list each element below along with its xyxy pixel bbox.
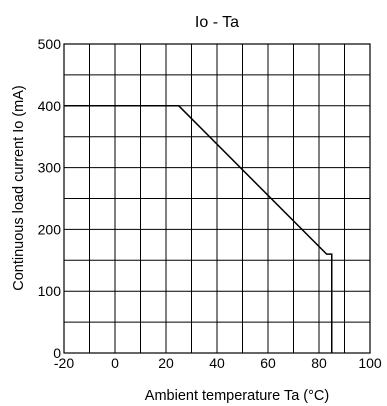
y-tick-label: 100 [38,283,62,299]
x-tick-label: 60 [260,355,276,371]
x-tick-label: 100 [358,355,382,371]
x-tick-label: 80 [311,355,327,371]
x-tick-label: 40 [209,355,225,371]
y-axis-label: Continuous load current Io (mA) [11,85,27,291]
y-tick-label: 300 [38,160,62,176]
x-tick-label: -20 [54,355,74,371]
x-axis-label: Ambient temperature Ta (°C) [145,388,329,404]
y-tick-label: 0 [53,345,61,361]
series-layer [64,105,333,353]
x-tick-label: 0 [111,355,119,371]
plot-grid [63,43,371,354]
x-tick-label: 20 [158,355,174,371]
plot-frame [63,43,371,354]
y-tick-label: 500 [38,36,62,52]
y-tick-label: 200 [38,221,62,237]
chart-title: Io - Ta [195,14,239,31]
series-line [64,105,333,353]
y-tick-label: 400 [38,98,62,114]
